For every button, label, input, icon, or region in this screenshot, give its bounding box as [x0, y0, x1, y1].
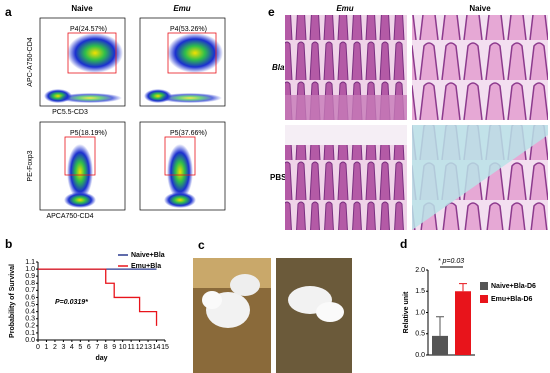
column-title: Naive — [469, 4, 491, 13]
histology — [285, 15, 548, 230]
gate — [67, 32, 117, 74]
x-tick-label: 3 — [61, 344, 65, 351]
gate-label: P5(18.19%) — [70, 130, 107, 137]
x-axis-label: day — [95, 355, 107, 362]
y-axis-label: Probability of Survival — [9, 264, 16, 338]
x-tick-label: 10 — [119, 344, 127, 351]
x-tick-label: 7 — [95, 344, 99, 351]
gate-label: P4(24.57%) — [70, 26, 107, 33]
annotation: * p=0.03 — [438, 258, 464, 265]
axis-label: APC-A750-CD4 — [27, 37, 34, 87]
row-title: PBS — [270, 173, 287, 182]
y-tick-label: 1.5 — [415, 288, 425, 295]
column-title: Emu — [173, 4, 190, 13]
x-tick-label: 12 — [136, 344, 144, 351]
y-tick-label: 2.0 — [415, 267, 425, 274]
x-tick-label: 0 — [36, 344, 40, 351]
panel-label: d — [400, 237, 407, 251]
legend-swatch — [480, 282, 488, 290]
panel-label: b — [5, 237, 12, 251]
y-tick-label: 1.0 — [25, 266, 35, 273]
y-axis-label: Relative unit — [403, 291, 410, 333]
column-title: Naive — [71, 4, 93, 13]
cell-cloud — [67, 144, 93, 200]
column-title: Emu — [336, 4, 353, 13]
legend-label: Naive+Bla-D6 — [491, 283, 536, 290]
error-bar — [436, 316, 444, 336]
y-tick-label: 1.1 — [25, 259, 35, 266]
x-tick-label: 6 — [87, 344, 91, 351]
panel-label: a — [5, 5, 12, 19]
legend-swatch — [480, 295, 488, 303]
y-tick-label: 0.5 — [25, 301, 35, 308]
x-tick-label: 14 — [153, 344, 161, 351]
panel-label: e — [268, 5, 275, 19]
y-tick-label: 0.0 — [415, 352, 425, 359]
photo — [193, 258, 352, 373]
y-tick-label: 0.9 — [25, 273, 35, 280]
legend-label: Emu+Bla-D6 — [491, 296, 533, 303]
gate — [164, 136, 196, 176]
axis-label: PC5.5-CD3 — [52, 109, 88, 116]
y-tick-label: 1.0 — [415, 309, 425, 316]
x-tick-label: 11 — [127, 344, 134, 351]
gate — [64, 136, 96, 176]
error-bar — [459, 283, 467, 292]
bar — [432, 335, 448, 355]
row-title: Bla — [272, 63, 285, 72]
survival-line — [38, 268, 158, 326]
bar — [455, 291, 471, 355]
legend-label: Emu+Bla — [131, 263, 161, 270]
y-tick-label: 0.4 — [25, 308, 35, 315]
axis-label: PE-Foxp3 — [27, 150, 34, 181]
gate — [167, 32, 217, 74]
cell-cloud — [67, 33, 123, 73]
legend-label: Naive+Bla — [131, 252, 165, 259]
cell-cloud — [58, 93, 122, 103]
y-tick-label: 0.5 — [415, 331, 425, 338]
y-tick-label: 0.0 — [25, 337, 35, 344]
cell-cloud — [158, 93, 222, 103]
axis-label: APCA750-CD4 — [46, 213, 93, 220]
x-tick-label: 13 — [144, 344, 152, 351]
y-tick-label: 0.8 — [25, 280, 35, 287]
annotation: P=0.0319* — [55, 299, 88, 306]
cell-cloud — [167, 33, 223, 73]
cell-cloud — [167, 144, 193, 200]
x-tick-label: 5 — [78, 344, 82, 351]
cell-cloud — [64, 192, 96, 208]
y-tick-label: 0.3 — [25, 316, 35, 323]
y-tick-label: 0.6 — [25, 294, 35, 301]
x-tick-label: 15 — [161, 344, 169, 351]
x-tick-label: 4 — [70, 344, 74, 351]
gate-label: P4(53.26%) — [170, 26, 207, 33]
x-tick-label: 2 — [53, 344, 57, 351]
cell-cloud — [164, 192, 196, 208]
y-tick-label: 0.7 — [25, 287, 35, 294]
y-tick-label: 0.2 — [25, 323, 35, 330]
y-tick-label: 0.1 — [25, 330, 35, 337]
x-tick-label: 8 — [104, 344, 108, 351]
x-tick-label: 1 — [45, 344, 49, 351]
panel-label: c — [198, 238, 205, 252]
gate-label: P5(37.66%) — [170, 130, 207, 137]
x-tick-label: 9 — [112, 344, 116, 351]
